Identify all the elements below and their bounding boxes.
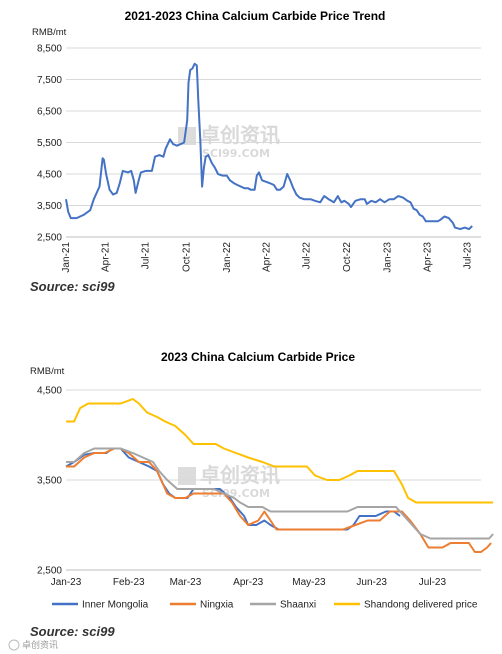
footer-watermark: 卓创资讯 (8, 639, 58, 651)
chart1-unit-label: RMB/mt (32, 27, 67, 38)
y-tick-label: 7,500 (37, 75, 62, 86)
chart1-title: 2021-2023 China Calcium Carbide Price Tr… (125, 9, 386, 23)
y-tick-label: 3,500 (37, 476, 62, 487)
chart2-y-axis: 4,500 3,500 2,500 (37, 386, 62, 577)
chart1-series (65, 62, 473, 231)
x-tick-label: Feb-23 (113, 577, 145, 588)
x-tick-label: Jan-22 (222, 242, 233, 273)
x-tick-label: Jul-22 (302, 242, 313, 270)
chart2-x-axis: Jan-23 Feb-23 Mar-23 Apr-23 May-23 Jun-23 Jul-… (51, 577, 447, 588)
watermark-en: SCI99.COM (202, 147, 270, 160)
series-line-4 (66, 398, 494, 504)
chart2-watermark: 卓创资讯 SCI99.COM (178, 463, 280, 500)
x-tick-label: Apr-22 (261, 242, 272, 272)
series-line-2 (66, 447, 492, 553)
legend-label: Inner Mongolia (82, 600, 149, 611)
x-tick-label: Oct-22 (342, 242, 353, 272)
chart2-unit-label: RMB/mt (30, 366, 65, 377)
watermark-logo-icon (178, 467, 196, 485)
x-tick-label: Jun-23 (356, 577, 387, 588)
y-tick-label: 6,500 (37, 107, 62, 118)
legend-label: Shandong delivered price (364, 600, 478, 611)
y-tick-label: 8,500 (37, 44, 62, 55)
chart2-source: Source: sci99 (30, 624, 115, 639)
chart1-watermark: 卓创资讯 SCI99.COM (178, 123, 280, 160)
x-tick-label: Jan-23 (51, 577, 82, 588)
x-tick-label: Jan-21 (61, 242, 72, 273)
y-tick-label: 3,500 (37, 201, 62, 212)
x-tick-label: Apr-23 (422, 242, 433, 272)
chart2-title: 2023 China Calcium Carbide Price (161, 350, 355, 364)
y-tick-label: 4,500 (37, 170, 62, 181)
legend-label: Shaanxi (280, 600, 316, 611)
chart2-series (65, 398, 494, 553)
x-tick-label: May-23 (292, 577, 326, 588)
weibo-icon (8, 639, 20, 651)
series-line-1 (65, 62, 473, 231)
footer-mark: 卓创资讯 (22, 639, 58, 650)
watermark-cn: 卓创资讯 (200, 463, 280, 487)
legend-label: Ningxia (200, 600, 234, 611)
x-tick-label: Jul-23 (462, 242, 473, 270)
y-tick-label: 2,500 (37, 233, 62, 244)
x-tick-label: Mar-23 (170, 577, 202, 588)
x-tick-label: Apr-21 (101, 242, 112, 272)
y-tick-label: 5,500 (37, 138, 62, 149)
chart1-x-axis: Jan-21 Apr-21 Jul-21 Oct-21 Jan-22 Apr-22 Jul-… (61, 242, 473, 273)
series-line-3 (66, 447, 494, 540)
chart1-gridlines (66, 47, 481, 238)
price-2023-chart: 2023 China Calcium Carbide Price RMB/mt … (30, 350, 494, 639)
x-tick-label: Jan-23 (383, 242, 394, 273)
x-tick-label: Jul-21 (141, 242, 152, 270)
x-tick-label: Apr-23 (233, 577, 263, 588)
x-tick-label: Jul-23 (419, 577, 447, 588)
y-tick-label: 4,500 (37, 386, 62, 397)
watermark-logo-icon (178, 127, 196, 145)
chart1-source: Source: sci99 (30, 279, 115, 294)
chart2-legend: Inner Mongolia Ningxia Shaanxi Shandong del… (52, 600, 478, 611)
chart2-gridlines (66, 389, 481, 571)
chart1-y-axis: 8,500 7,500 6,500 5,500 4,500 3,500 2,500 (37, 44, 62, 244)
x-tick-label: Oct-21 (181, 242, 192, 272)
y-tick-label: 2,500 (37, 566, 62, 577)
price-trend-chart: 2021-2023 China Calcium Carbide Price Tr… (30, 9, 481, 294)
watermark-cn: 卓创资讯 (200, 123, 280, 147)
